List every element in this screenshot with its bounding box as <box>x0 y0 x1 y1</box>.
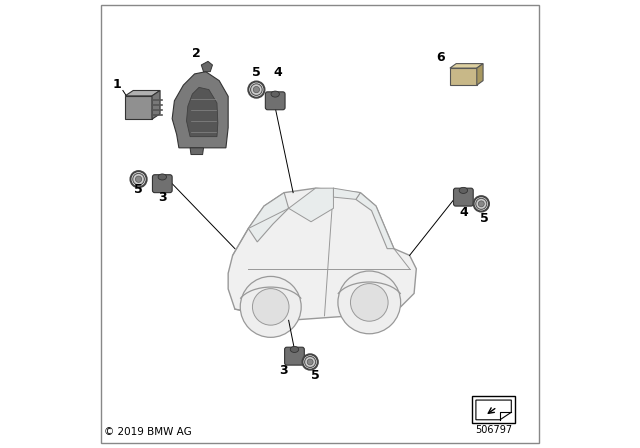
Ellipse shape <box>291 346 299 353</box>
Circle shape <box>338 271 401 334</box>
Text: © 2019 BMW AG: © 2019 BMW AG <box>104 427 192 437</box>
FancyBboxPatch shape <box>152 175 172 193</box>
Text: 5: 5 <box>134 183 143 196</box>
Polygon shape <box>333 188 360 199</box>
Polygon shape <box>190 148 204 155</box>
Circle shape <box>303 354 318 370</box>
Circle shape <box>131 171 147 187</box>
Polygon shape <box>248 193 289 242</box>
FancyBboxPatch shape <box>266 92 285 110</box>
Polygon shape <box>477 64 483 85</box>
Text: 4: 4 <box>273 66 282 79</box>
Polygon shape <box>289 188 333 222</box>
Circle shape <box>248 82 264 98</box>
Polygon shape <box>450 68 477 85</box>
Circle shape <box>474 196 489 211</box>
Circle shape <box>251 84 262 95</box>
Polygon shape <box>125 90 160 96</box>
Text: 3: 3 <box>158 191 166 204</box>
Polygon shape <box>476 400 511 420</box>
Polygon shape <box>228 188 417 320</box>
Text: 5: 5 <box>252 66 260 79</box>
Polygon shape <box>125 96 152 119</box>
Circle shape <box>307 359 313 365</box>
Ellipse shape <box>271 91 280 97</box>
Circle shape <box>305 357 316 367</box>
Ellipse shape <box>158 174 166 180</box>
Circle shape <box>476 198 487 209</box>
Polygon shape <box>202 61 212 72</box>
Text: 506797: 506797 <box>475 425 512 435</box>
Text: 5: 5 <box>481 212 489 225</box>
Polygon shape <box>450 64 483 68</box>
Text: 1: 1 <box>113 78 122 91</box>
Circle shape <box>136 176 141 182</box>
Text: 6: 6 <box>436 52 444 65</box>
FancyBboxPatch shape <box>454 188 473 206</box>
Circle shape <box>252 289 289 325</box>
Polygon shape <box>186 87 218 137</box>
Text: 4: 4 <box>459 206 468 219</box>
Text: 5: 5 <box>311 369 320 382</box>
Circle shape <box>351 284 388 321</box>
Ellipse shape <box>459 187 468 194</box>
FancyBboxPatch shape <box>285 347 305 365</box>
Polygon shape <box>356 193 394 249</box>
Polygon shape <box>172 72 228 148</box>
Text: 3: 3 <box>279 364 287 377</box>
Circle shape <box>132 173 145 185</box>
Circle shape <box>253 86 260 93</box>
Circle shape <box>478 201 484 207</box>
Text: 2: 2 <box>193 47 201 60</box>
Polygon shape <box>152 90 160 119</box>
Bar <box>472 396 515 423</box>
Circle shape <box>240 276 301 337</box>
